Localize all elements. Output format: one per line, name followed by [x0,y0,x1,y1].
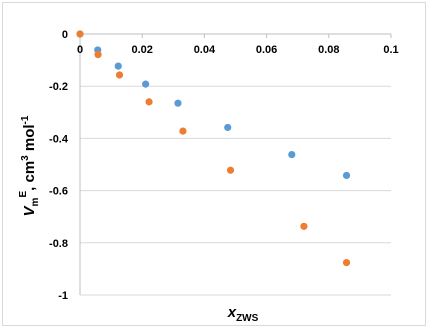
x-tick-label: 0.02 [131,44,152,56]
y-tick-label: -0.2 [49,81,68,93]
y-tick-label: -0.6 [49,186,68,198]
data-points [76,30,351,267]
series-2-point [179,127,187,135]
y-tick-label: 0 [62,29,68,41]
axes [79,33,392,295]
series-2-point [145,98,153,106]
series-2-point [300,222,308,230]
x-tick-label: 0.06 [256,44,277,56]
series-2-point [226,166,235,174]
y-tick-label: -1 [58,290,68,302]
x-tick-label: 0.08 [318,44,339,56]
x-tick-labels: 0 0.02 0.04 0.06 0.08 0.1 [77,44,399,56]
series-2-point [94,51,102,59]
y-tick-labels: 0 -0.2 -0.4 -0.6 -0.8 -1 [49,29,69,302]
chart-area [2,2,426,326]
series-1-point [224,123,232,132]
x-tick-label: 0.1 [383,44,398,56]
y-axis-title: VmE, cm3 mol-1 [18,115,41,216]
series-2-point [115,71,124,79]
gridlines [80,85,391,296]
y-tick-label: -0.8 [49,238,68,250]
series-1-point [142,80,150,88]
series-1-point [174,99,182,107]
x-tick-label: 0 [77,44,83,56]
series-2-point [342,259,351,267]
x-tick-label: 0.04 [194,44,216,56]
y-tick-label: -0.4 [49,133,69,145]
series-1-point [114,62,122,70]
series-1-point [288,150,296,159]
series-2-point [76,30,84,38]
x-axis-title: xZWS [227,304,259,324]
series-1-point [342,171,351,180]
